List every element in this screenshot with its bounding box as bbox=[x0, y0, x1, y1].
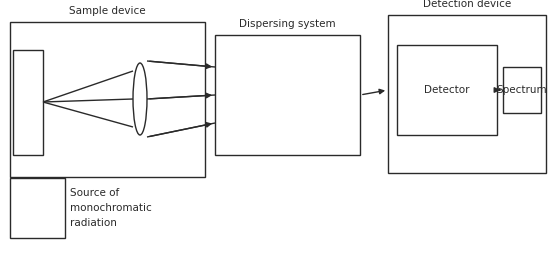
Bar bbox=[10, 22, 205, 177]
Text: Detector: Detector bbox=[424, 85, 470, 95]
Bar bbox=[10, 178, 65, 238]
Bar bbox=[503, 67, 541, 113]
Bar bbox=[215, 35, 360, 155]
Ellipse shape bbox=[133, 63, 147, 135]
Bar bbox=[397, 45, 497, 135]
Bar bbox=[13, 50, 43, 155]
Text: Spectrum: Spectrum bbox=[497, 85, 547, 95]
Bar bbox=[388, 15, 546, 173]
Text: Detection device: Detection device bbox=[423, 0, 511, 9]
Text: Sample device: Sample device bbox=[69, 6, 145, 16]
Text: Dispersing system: Dispersing system bbox=[239, 19, 335, 29]
Text: Source of
monochromatic
radiation: Source of monochromatic radiation bbox=[70, 188, 152, 228]
